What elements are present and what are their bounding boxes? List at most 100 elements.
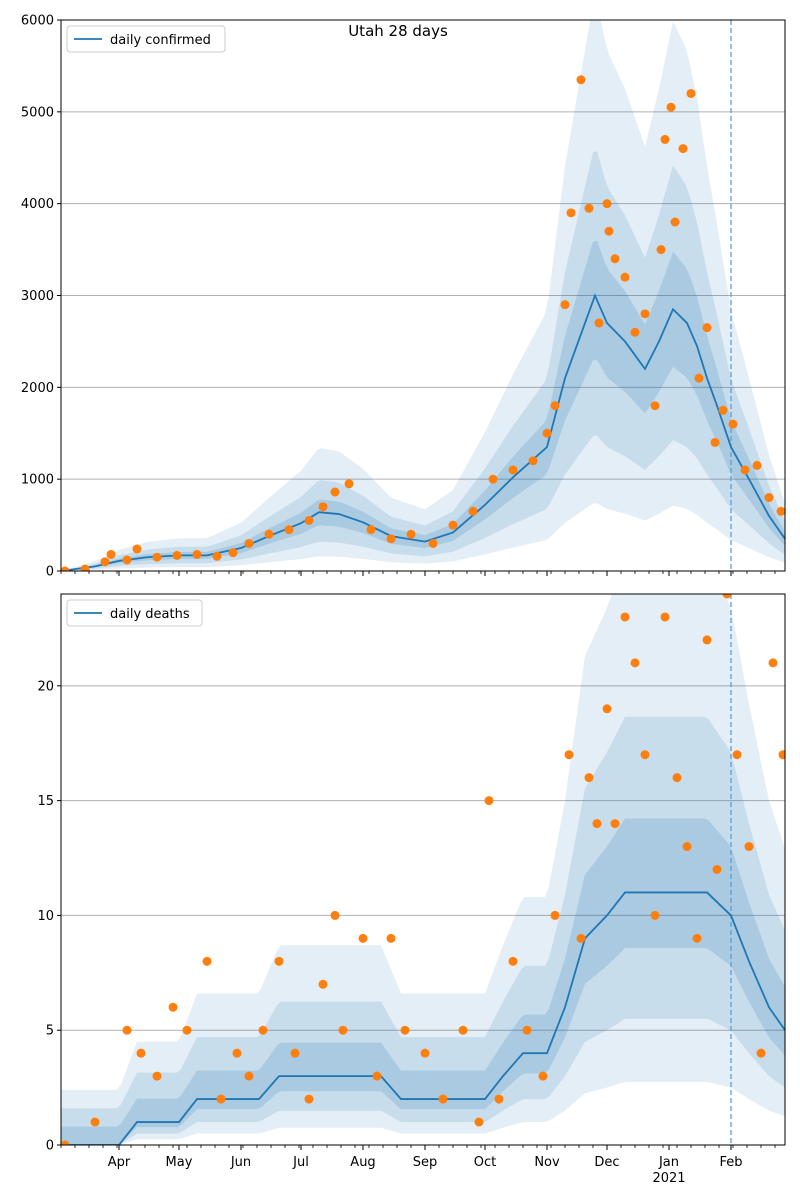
- data-point: [428, 538, 438, 548]
- x-tick-label: May: [166, 1155, 193, 1170]
- data-point: [152, 552, 162, 562]
- x-tick-label: Apr: [108, 1155, 131, 1170]
- data-point: [212, 551, 222, 561]
- data-point: [458, 1025, 468, 1035]
- uncertainty-band: [61, 594, 785, 1145]
- data-point: [484, 796, 494, 806]
- data-point: [672, 773, 682, 783]
- data-point: [602, 199, 612, 209]
- data-point: [400, 1025, 410, 1035]
- data-point: [330, 487, 340, 497]
- data-point: [192, 549, 202, 559]
- data-point: [756, 1048, 766, 1058]
- legend-box: [66, 25, 226, 53]
- legend-label: daily confirmed: [110, 33, 211, 48]
- data-point: [488, 474, 498, 484]
- y-tick-label: 10: [37, 909, 54, 924]
- data-point: [576, 75, 586, 85]
- data-point: [592, 819, 602, 829]
- legend-box: [66, 599, 203, 627]
- uncertainty-band: [61, 818, 785, 1145]
- data-point: [778, 750, 785, 760]
- data-point: [702, 635, 712, 645]
- data-point: [722, 594, 732, 599]
- data-point: [182, 1025, 192, 1035]
- x-tick-label: Aug: [350, 1155, 375, 1170]
- data-point: [338, 1025, 348, 1035]
- data-point: [660, 612, 670, 622]
- data-point: [494, 1094, 504, 1104]
- data-point: [640, 750, 650, 760]
- data-point: [522, 1025, 532, 1035]
- data-point: [100, 557, 110, 567]
- data-point: [132, 544, 142, 554]
- x-tick-label: Jan: [658, 1155, 679, 1170]
- data-point: [678, 144, 688, 154]
- data-point: [508, 956, 518, 966]
- data-point: [718, 405, 728, 415]
- y-tick-label: 4000: [21, 197, 54, 212]
- data-point: [136, 1048, 146, 1058]
- data-point: [764, 493, 774, 503]
- uncertainty-band: [61, 20, 785, 571]
- data-point: [528, 456, 538, 466]
- data-point: [584, 773, 594, 783]
- data-point: [682, 842, 692, 852]
- deaths-chart: 0 5 10 15 20 Apr May Jun Jul Aug Sep Oct Nov Dec Jan20…: [37, 593, 786, 1186]
- data-point: [550, 401, 560, 411]
- data-point: [304, 1094, 314, 1104]
- data-point: [80, 564, 90, 571]
- data-point: [438, 1094, 448, 1104]
- x-tick-label: Dec: [594, 1155, 619, 1170]
- y-tick-label: 5: [46, 1024, 54, 1039]
- data-point: [264, 529, 274, 539]
- data-point: [656, 245, 666, 255]
- data-point: [640, 309, 650, 319]
- y-tick-label: 0: [46, 1139, 54, 1154]
- data-point: [244, 538, 254, 548]
- plot-area: [61, 20, 785, 571]
- data-point: [776, 506, 785, 516]
- data-point: [744, 842, 754, 852]
- data-point: [258, 1025, 268, 1035]
- data-point: [318, 979, 328, 989]
- data-point: [710, 437, 720, 447]
- data-point: [228, 548, 238, 558]
- data-point: [650, 910, 660, 920]
- data-point: [610, 254, 620, 264]
- data-point: [686, 88, 696, 98]
- data-point: [202, 956, 212, 966]
- y-tick-label: 20: [37, 679, 54, 694]
- figure-title: Utah 28 days: [348, 22, 448, 40]
- data-point: [694, 373, 704, 383]
- uncertainty-band: [61, 716, 785, 1145]
- data-point: [284, 525, 294, 535]
- data-point: [542, 428, 552, 438]
- data-point: [566, 208, 576, 218]
- data-point: [172, 550, 182, 560]
- y-tick-label: 1000: [21, 473, 54, 488]
- legend-label: daily deaths: [110, 607, 190, 622]
- data-point: [406, 529, 416, 539]
- data-point: [768, 658, 778, 668]
- data-point: [372, 1071, 382, 1081]
- data-point: [386, 534, 396, 544]
- data-point: [702, 323, 712, 333]
- data-point: [660, 134, 670, 144]
- data-point: [122, 555, 132, 565]
- data-point: [318, 502, 328, 512]
- data-point: [216, 1094, 226, 1104]
- x-tick-label: Sep: [413, 1155, 438, 1170]
- x-tick-label: Nov: [534, 1155, 560, 1170]
- confirmed-chart: 0 1000 2000 3000 4000 5000 6000 daily confirmed: [21, 14, 786, 580]
- data-point: [344, 479, 354, 489]
- data-point: [584, 203, 594, 213]
- data-point: [712, 865, 722, 874]
- data-point: [576, 933, 586, 943]
- data-point: [610, 819, 620, 829]
- data-point: [304, 515, 314, 525]
- data-point: [386, 933, 396, 943]
- uncertainty-band: [61, 151, 785, 571]
- data-point: [448, 520, 458, 530]
- data-point: [61, 566, 70, 571]
